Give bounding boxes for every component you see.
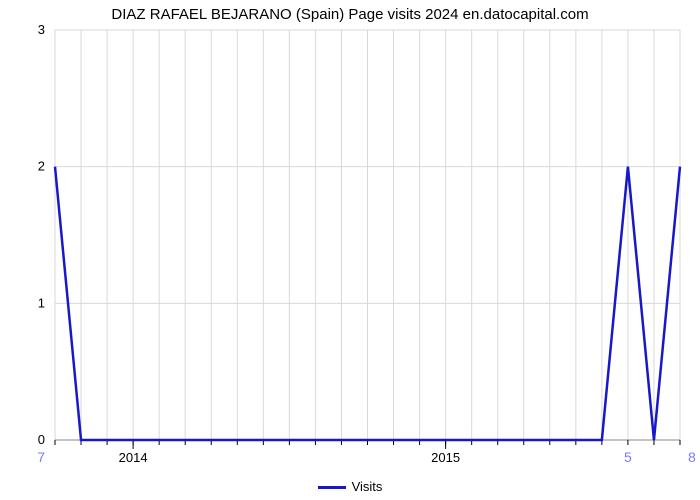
svg-text:3: 3 xyxy=(38,22,45,37)
legend-swatch xyxy=(318,486,346,489)
svg-text:7: 7 xyxy=(37,449,45,465)
legend: Visits xyxy=(0,479,700,494)
legend-label: Visits xyxy=(352,479,383,494)
chart-title: DIAZ RAFAEL BEJARANO (Spain) Page visits… xyxy=(0,6,700,23)
visits-chart: DIAZ RAFAEL BEJARANO (Spain) Page visits… xyxy=(0,0,700,500)
svg-text:0: 0 xyxy=(38,432,45,447)
svg-text:2: 2 xyxy=(38,159,45,174)
svg-text:2014: 2014 xyxy=(119,450,148,465)
svg-text:5: 5 xyxy=(624,449,632,465)
chart-svg: 2014 2015 0 1 2 3 7 5 8 xyxy=(0,0,700,500)
svg-text:8: 8 xyxy=(688,449,696,465)
svg-text:2015: 2015 xyxy=(431,450,460,465)
svg-text:1: 1 xyxy=(38,295,45,310)
